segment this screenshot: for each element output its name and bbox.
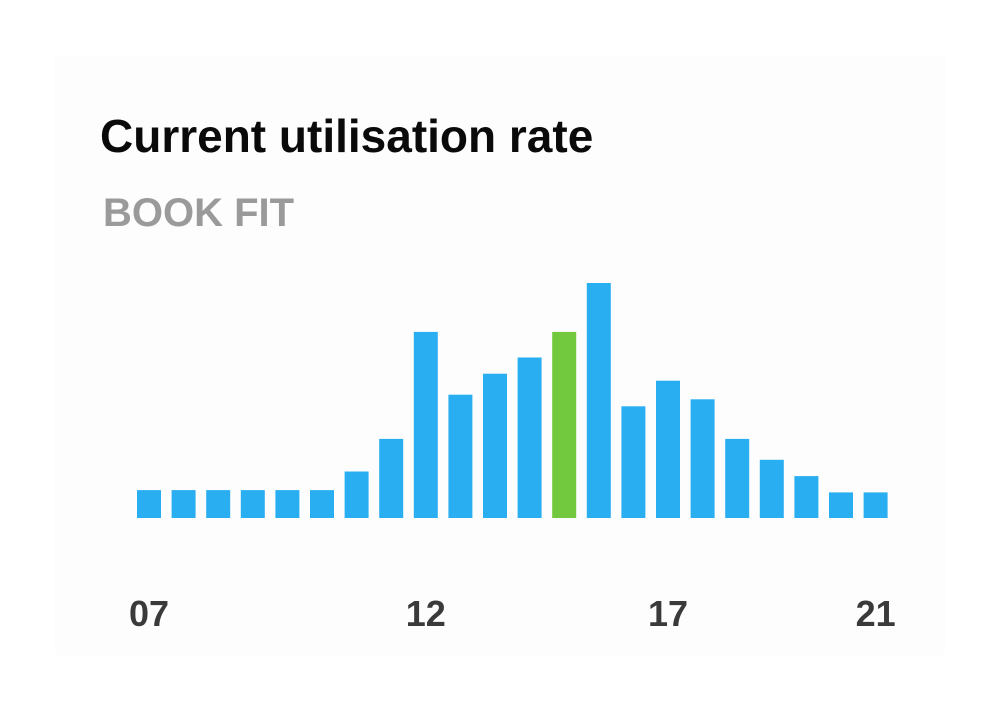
- x-tick-label: 21: [856, 593, 896, 634]
- bar: [275, 490, 300, 518]
- bar: [310, 490, 334, 518]
- bars-group: [137, 283, 888, 518]
- bar: [586, 283, 611, 518]
- bar: [690, 399, 715, 518]
- bar: [621, 406, 646, 518]
- x-tick-labels: 07 12 17 21: [129, 593, 896, 634]
- bar: [794, 476, 819, 518]
- bar: [206, 490, 231, 518]
- bar: [344, 471, 369, 518]
- bar: [483, 373, 507, 518]
- bar: [137, 490, 161, 518]
- chart-title: Current utilisation rate: [100, 110, 594, 162]
- bar: [725, 438, 750, 518]
- chart-subtitle: BOOK FIT: [103, 191, 295, 235]
- bar: [171, 490, 196, 518]
- bar: [448, 394, 473, 518]
- bar: [656, 380, 680, 518]
- bar: [240, 490, 265, 518]
- x-tick-label: 17: [648, 593, 688, 634]
- bar: [759, 459, 784, 518]
- x-tick-label: 07: [129, 593, 169, 634]
- bar: [829, 492, 853, 518]
- bar: [517, 357, 542, 518]
- bar: [413, 331, 438, 518]
- bar-current: [552, 331, 577, 518]
- bar: [379, 438, 404, 518]
- x-tick-label: 12: [406, 593, 446, 634]
- bar: [863, 492, 888, 518]
- chart-card: [55, 55, 945, 655]
